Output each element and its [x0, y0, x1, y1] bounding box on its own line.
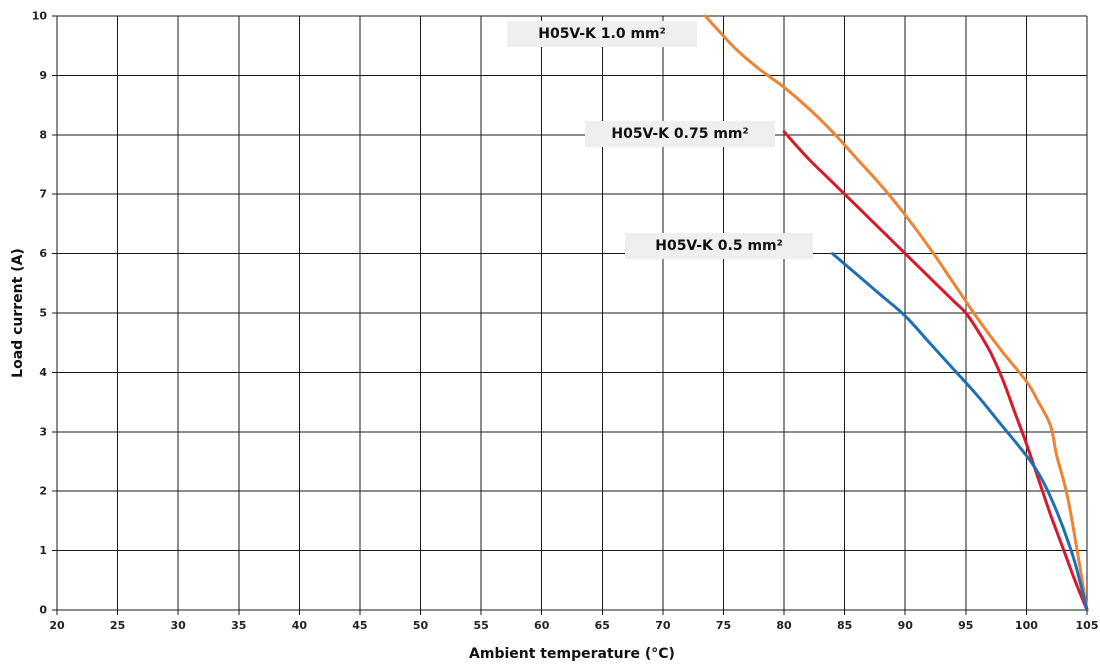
x-tick-label: 60: [534, 619, 550, 632]
y-axis-title: Load current (A): [10, 248, 26, 378]
y-tick-label: 6: [39, 247, 47, 260]
y-axis-ticks: 0 1 2 3 4 5 6 7 8 9 10: [32, 10, 48, 617]
y-tick-label: 1: [39, 544, 47, 557]
y-tick-label: 2: [39, 485, 47, 498]
y-tick-label: 10: [32, 10, 48, 23]
x-tick-label: 95: [958, 619, 973, 632]
x-tick-label: 70: [655, 619, 671, 632]
series-label-0-75-text: H05V-K 0.75 mm²: [611, 126, 748, 142]
series-label-1-0: H05V-K 1.0 mm²: [507, 21, 697, 47]
series-label-0-75: H05V-K 0.75 mm²: [585, 121, 775, 147]
series-line-1: [782, 130, 1089, 612]
series-label-1-0-text: H05V-K 1.0 mm²: [538, 26, 666, 42]
x-tick-label: 65: [595, 619, 610, 632]
series-label-1-0-box: [507, 21, 697, 47]
x-tick-label: 20: [49, 619, 65, 632]
series-label-0-5-box: [625, 233, 813, 259]
x-axis-title: Ambient temperature (°C): [469, 646, 675, 662]
x-tick-label: 100: [1015, 619, 1038, 632]
y-tick-label: 0: [39, 604, 47, 617]
y-tick-label: 5: [39, 307, 47, 320]
series-labels: H05V-K 1.0 mm² H05V-K 0.75 mm² H05V-K 0.…: [507, 21, 813, 259]
x-tick-label: 35: [231, 619, 246, 632]
x-tick-label: 40: [292, 619, 308, 632]
y-tick-label: 8: [39, 128, 47, 141]
y-tick-label: 7: [39, 188, 47, 201]
x-tick-label: 105: [1076, 619, 1099, 632]
x-tick-label: 85: [837, 619, 852, 632]
x-axis-ticks: 20 25 30 35 40 45 50 55 60 65 70 75 80 85 90 95 100 105: [49, 619, 1098, 632]
x-tick-label: 45: [352, 619, 367, 632]
x-tick-label: 50: [413, 619, 429, 632]
series-label-0-75-box: [585, 121, 775, 147]
series: [703, 14, 1089, 612]
x-tick-label: 80: [776, 619, 792, 632]
x-tick-label: 30: [171, 619, 187, 632]
y-tick-label: 4: [39, 366, 47, 379]
x-tick-label: 55: [473, 619, 488, 632]
x-tick-label: 25: [110, 619, 125, 632]
grid: [52, 15, 1088, 615]
x-tick-label: 75: [716, 619, 731, 632]
y-tick-label: 3: [39, 425, 47, 438]
y-tick-label: 9: [39, 69, 47, 82]
series-line-0: [703, 14, 1089, 612]
series-label-0-5: H05V-K 0.5 mm²: [625, 233, 813, 259]
series-label-0-5-text: H05V-K 0.5 mm²: [655, 238, 783, 254]
x-tick-label: 90: [898, 619, 914, 632]
series-line-2: [831, 252, 1089, 612]
